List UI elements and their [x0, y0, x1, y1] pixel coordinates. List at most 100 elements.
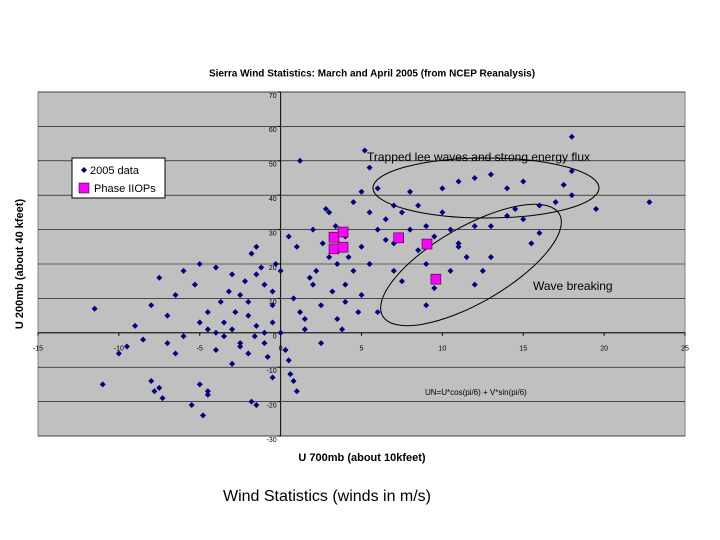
point: [560, 181, 567, 188]
point: [342, 281, 349, 288]
point: [253, 243, 260, 250]
point: [455, 243, 462, 250]
point: [301, 326, 308, 333]
point: [164, 312, 171, 319]
point: [423, 223, 430, 230]
point: [204, 388, 211, 395]
y-tick-label: 20: [269, 265, 277, 272]
point: [512, 205, 519, 212]
point: [261, 329, 268, 336]
point: [204, 309, 211, 316]
point: [374, 185, 381, 192]
point: [455, 178, 462, 185]
y-tick-label: 50: [269, 162, 277, 169]
point: [232, 309, 239, 316]
point: [431, 233, 438, 240]
point: [248, 398, 255, 405]
point: [487, 171, 494, 178]
point: [164, 340, 171, 347]
point: [196, 319, 203, 326]
point: [366, 209, 373, 216]
point: [285, 357, 292, 364]
point: [248, 250, 255, 257]
x-tick-label: 10: [438, 346, 446, 353]
point: [337, 226, 349, 238]
point: [339, 326, 346, 333]
point: [568, 133, 575, 140]
point: [415, 247, 422, 254]
point: [332, 223, 339, 230]
point: [382, 216, 389, 223]
point: [319, 240, 326, 247]
point: [196, 381, 203, 388]
point: [447, 226, 454, 233]
point: [593, 205, 600, 212]
point: [471, 281, 478, 288]
point: [374, 309, 381, 316]
y-tick-label: 40: [269, 196, 277, 203]
point: [172, 291, 179, 298]
x-tick-label: 20: [600, 346, 608, 353]
point: [471, 223, 478, 230]
chart-title: Sierra Wind Statistics: March and April …: [209, 69, 535, 80]
point: [115, 350, 122, 357]
point: [328, 243, 340, 255]
point: [188, 402, 195, 409]
annotation: Wave breaking: [533, 279, 613, 293]
point: [455, 240, 462, 247]
point: [180, 333, 187, 340]
point: [282, 347, 289, 353]
point: [264, 353, 271, 360]
x-axis-label: U 700mb (about 10kfeet): [298, 452, 425, 464]
point: [261, 340, 268, 347]
point: [309, 226, 316, 233]
point: [504, 212, 511, 219]
point: [431, 285, 438, 292]
point: [293, 388, 300, 395]
point: [253, 271, 260, 278]
point: [297, 157, 304, 164]
point: [212, 264, 219, 271]
point: [479, 267, 486, 274]
point: [326, 254, 333, 261]
point: [277, 267, 284, 274]
point: [148, 377, 155, 384]
x-tick-label: -10: [114, 346, 124, 353]
y-tick-label: -10: [267, 368, 277, 375]
point: [430, 273, 442, 285]
point: [326, 209, 333, 216]
y-tick-label: 70: [269, 93, 277, 100]
point: [313, 267, 320, 274]
x-tick-label: -15: [33, 346, 43, 353]
annotation: UN=U*cos(pi/6) + V*sin(pi/6): [425, 388, 527, 397]
point: [423, 302, 430, 309]
point: [374, 226, 381, 233]
x-tick-label: -5: [197, 346, 203, 353]
y-tick-label: 0: [273, 334, 277, 341]
point: [398, 209, 405, 216]
point: [358, 243, 365, 250]
point: [132, 322, 139, 329]
y-tick-label: 60: [269, 127, 277, 134]
point: [390, 202, 397, 209]
point: [269, 319, 276, 326]
point: [180, 267, 187, 274]
x-tick-label: 5: [360, 346, 364, 353]
point: [471, 175, 478, 181]
point: [237, 291, 244, 298]
point: [285, 233, 292, 240]
point: [407, 226, 414, 233]
point: [358, 291, 365, 298]
point: [487, 223, 494, 230]
y-axis-label: U 200mb (about 40 kfeet): [14, 199, 26, 330]
point: [337, 241, 349, 253]
point: [237, 343, 244, 350]
point: [520, 216, 527, 223]
x-tick-label: 25: [681, 346, 689, 353]
point: [293, 243, 300, 250]
point: [253, 322, 260, 329]
point: [366, 164, 373, 171]
point: [269, 374, 276, 381]
point: [355, 309, 362, 316]
